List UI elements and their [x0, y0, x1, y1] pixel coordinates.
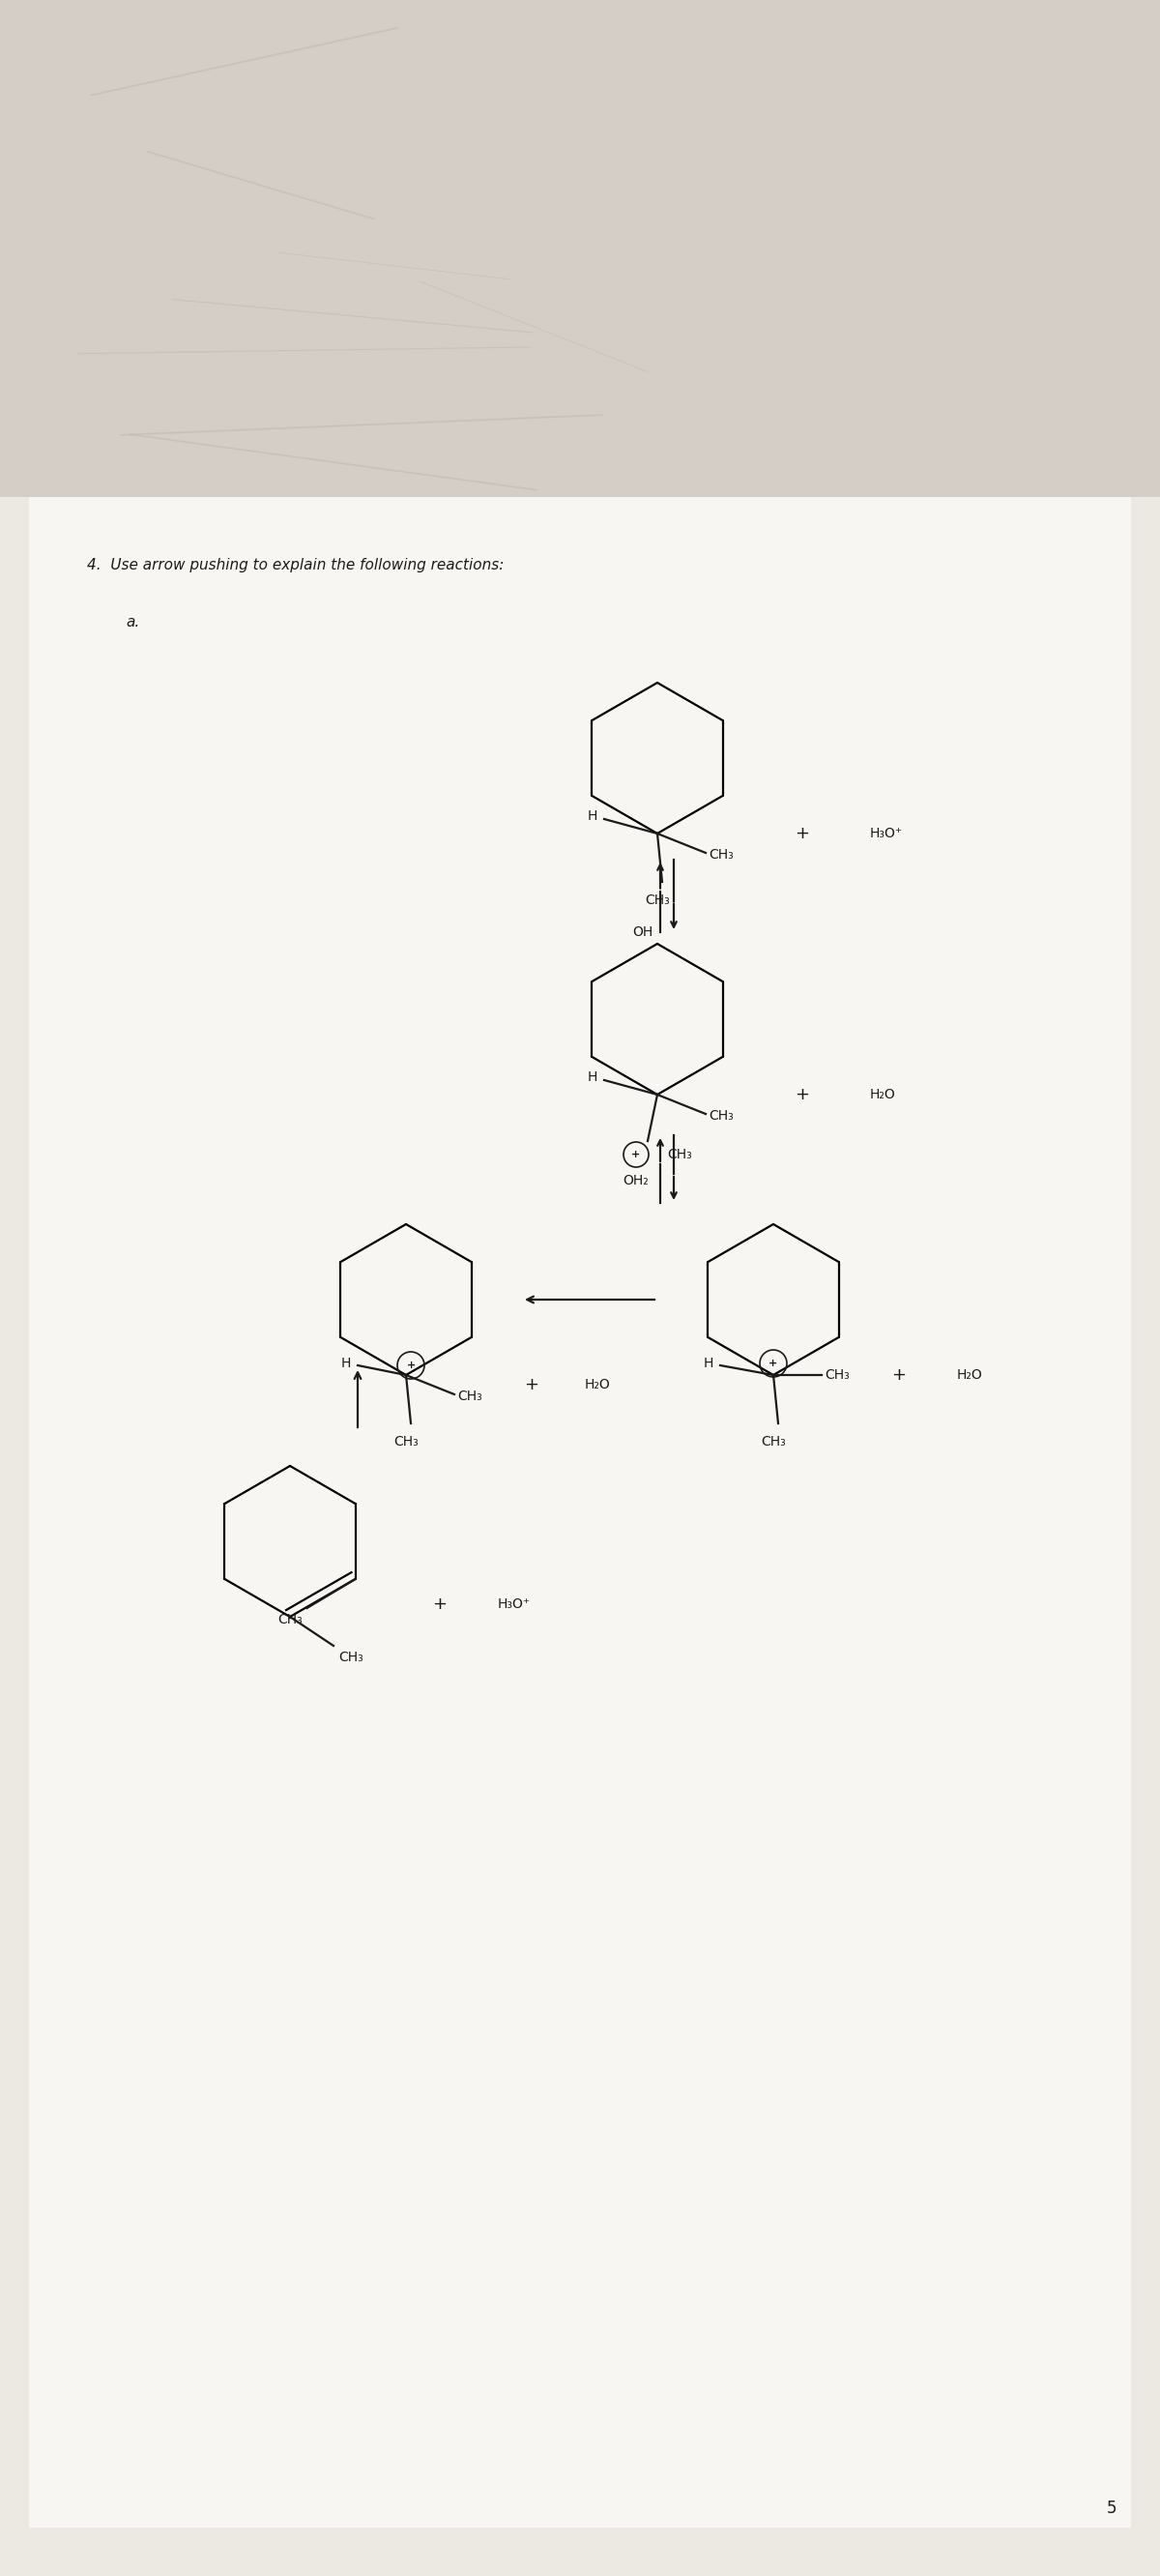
Text: 5: 5	[1107, 2499, 1117, 2517]
Text: CH₃: CH₃	[339, 1651, 363, 1664]
Text: +: +	[769, 1358, 778, 1368]
Text: H₂O: H₂O	[585, 1378, 610, 1391]
Text: H: H	[703, 1358, 713, 1370]
Text: H: H	[587, 1072, 597, 1084]
Text: OH₂: OH₂	[623, 1175, 648, 1188]
Text: +: +	[631, 1149, 640, 1159]
Text: CH₃: CH₃	[667, 1149, 691, 1162]
Text: +: +	[795, 824, 810, 842]
Text: H₃O⁺: H₃O⁺	[498, 1597, 531, 1610]
Text: CH₃: CH₃	[645, 894, 669, 907]
Text: +: +	[795, 1087, 810, 1103]
Text: CH₃: CH₃	[825, 1368, 849, 1381]
Text: OH: OH	[632, 925, 653, 938]
Text: +: +	[406, 1360, 415, 1370]
Text: CH₃: CH₃	[761, 1435, 785, 1448]
Text: CH₃: CH₃	[393, 1435, 419, 1448]
Text: H₃O⁺: H₃O⁺	[870, 827, 902, 840]
Bar	[29, 448, 1131, 2527]
Text: H₂O: H₂O	[870, 1087, 896, 1103]
Text: +: +	[524, 1376, 539, 1394]
Text: +: +	[892, 1365, 906, 1383]
Text: 4.  Use arrow pushing to explain the following reactions:: 4. Use arrow pushing to explain the foll…	[87, 556, 503, 572]
Text: H: H	[341, 1358, 351, 1370]
Text: H₂O: H₂O	[957, 1368, 983, 1381]
Text: CH₃: CH₃	[277, 1613, 302, 1625]
Text: H: H	[587, 809, 597, 822]
Text: a.: a.	[125, 616, 139, 631]
Text: CH₃: CH₃	[709, 848, 733, 860]
Text: CH₃: CH₃	[457, 1388, 483, 1404]
Text: +: +	[433, 1595, 447, 1613]
Bar	[0, 0, 1160, 497]
Text: CH₃: CH₃	[709, 1110, 733, 1123]
